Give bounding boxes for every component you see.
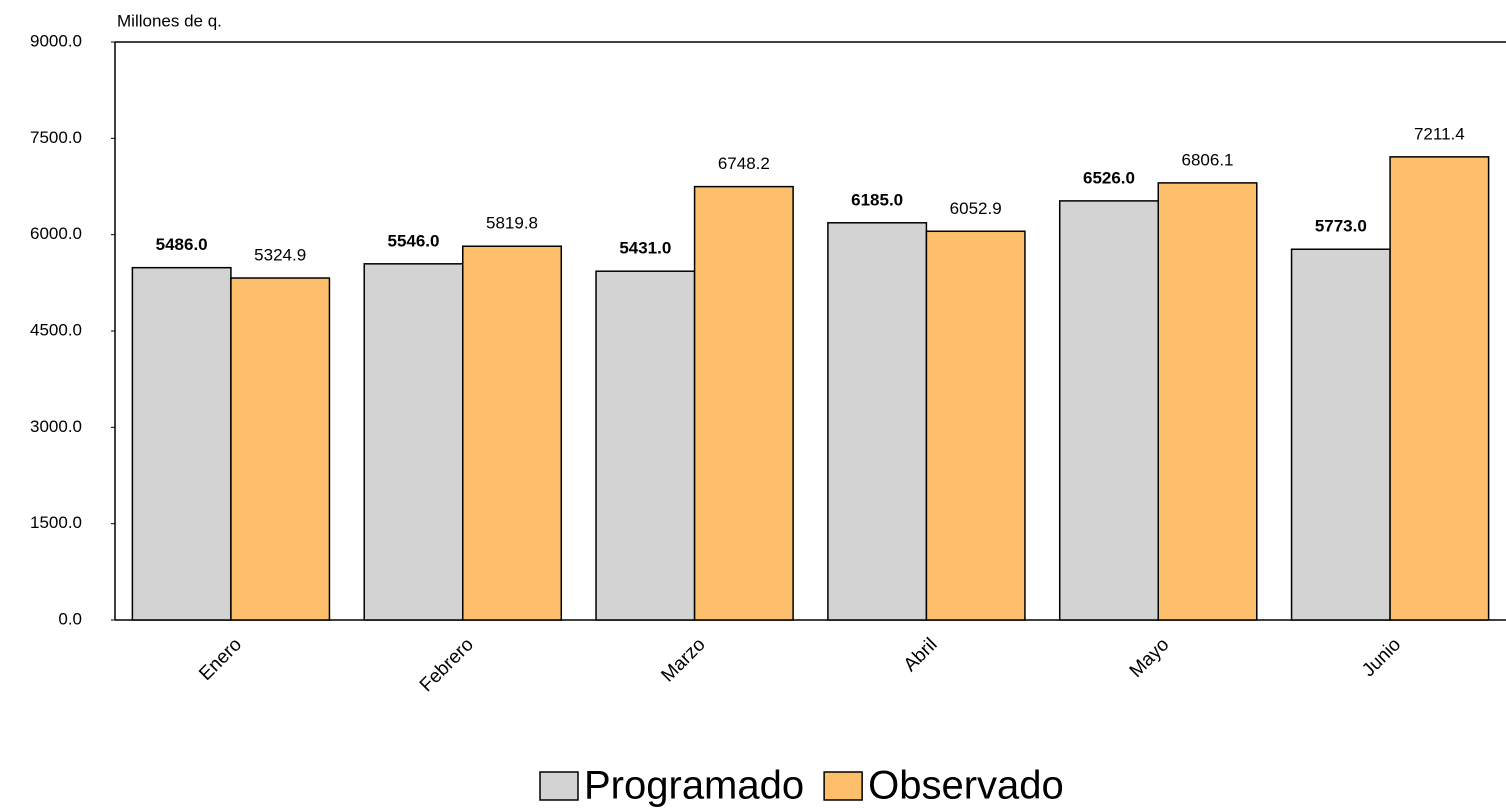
data-label: 6052.9 <box>950 199 1002 218</box>
bar <box>595 270 696 621</box>
y-tick-label: 0.0 <box>58 609 82 628</box>
data-label: 5819.8 <box>486 214 538 233</box>
bar <box>1290 248 1391 621</box>
data-label: 6185.0 <box>851 190 903 209</box>
legend-label: Observado <box>868 764 1064 808</box>
bar <box>1058 200 1159 621</box>
bar <box>1157 182 1258 621</box>
legend-label: Programado <box>584 764 804 808</box>
y-tick-label: 1500.0 <box>30 513 82 532</box>
x-tick-label: Enero <box>195 634 246 685</box>
bar <box>462 245 563 621</box>
bar <box>1389 156 1490 621</box>
bar <box>925 230 1026 621</box>
data-label: 5546.0 <box>387 231 439 250</box>
y-tick-label: 9000.0 <box>30 31 82 50</box>
data-label: 5431.0 <box>619 239 671 258</box>
bar <box>363 263 464 621</box>
data-label: 6806.1 <box>1182 150 1234 169</box>
legend-swatch <box>539 771 579 801</box>
y-axis-title: Millones de q. <box>117 11 222 30</box>
x-tick-label: Junio <box>1358 634 1405 681</box>
y-tick-label: 3000.0 <box>30 417 82 436</box>
y-tick-label: 4500.0 <box>30 320 82 339</box>
x-tick-label: Marzo <box>657 634 709 686</box>
data-label: 5773.0 <box>1315 217 1367 236</box>
data-label: 6748.2 <box>718 154 770 173</box>
bar <box>230 277 331 621</box>
bar <box>131 266 232 621</box>
bar <box>693 185 794 621</box>
data-label: 5486.0 <box>156 235 208 254</box>
data-label: 6526.0 <box>1083 168 1135 187</box>
x-tick-label: Abril <box>900 634 942 676</box>
y-tick-label: 6000.0 <box>30 224 82 243</box>
y-tick-label: 7500.0 <box>30 128 82 147</box>
legend-swatch <box>823 771 863 801</box>
data-label: 5324.9 <box>254 246 306 265</box>
x-tick-label: Mayo <box>1126 634 1174 682</box>
x-tick-label: Febrero <box>416 634 478 696</box>
bar <box>827 222 928 621</box>
data-label: 7211.4 <box>1414 124 1465 143</box>
